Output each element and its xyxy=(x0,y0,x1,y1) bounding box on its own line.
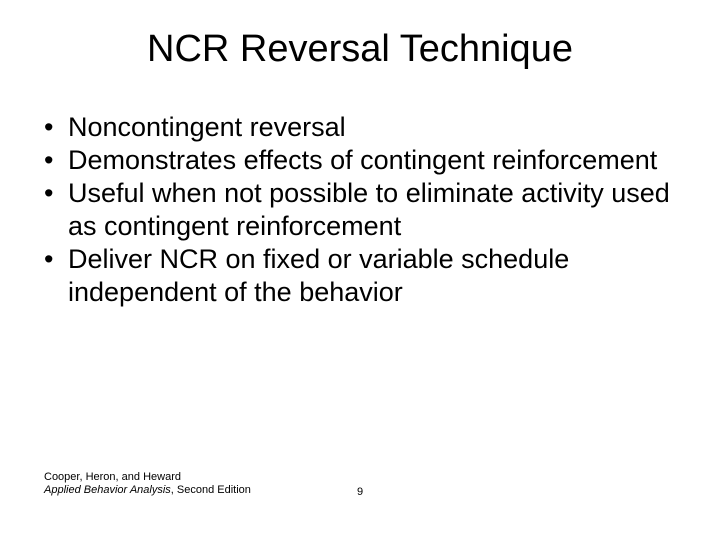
bullet-list: Noncontingent reversal Demonstrates effe… xyxy=(44,111,676,309)
footer-authors: Cooper, Heron, and Heward xyxy=(44,471,676,485)
page-number: 9 xyxy=(0,486,720,498)
slide-body: Noncontingent reversal Demonstrates effe… xyxy=(0,111,720,309)
bullet-item: Noncontingent reversal xyxy=(44,111,676,144)
slide: NCR Reversal Technique Noncontingent rev… xyxy=(0,0,720,540)
bullet-item: Demonstrates effects of contingent reinf… xyxy=(44,144,676,177)
bullet-item: Useful when not possible to eliminate ac… xyxy=(44,177,676,243)
bullet-item: Deliver NCR on fixed or variable schedul… xyxy=(44,243,676,309)
slide-title: NCR Reversal Technique xyxy=(0,0,720,111)
